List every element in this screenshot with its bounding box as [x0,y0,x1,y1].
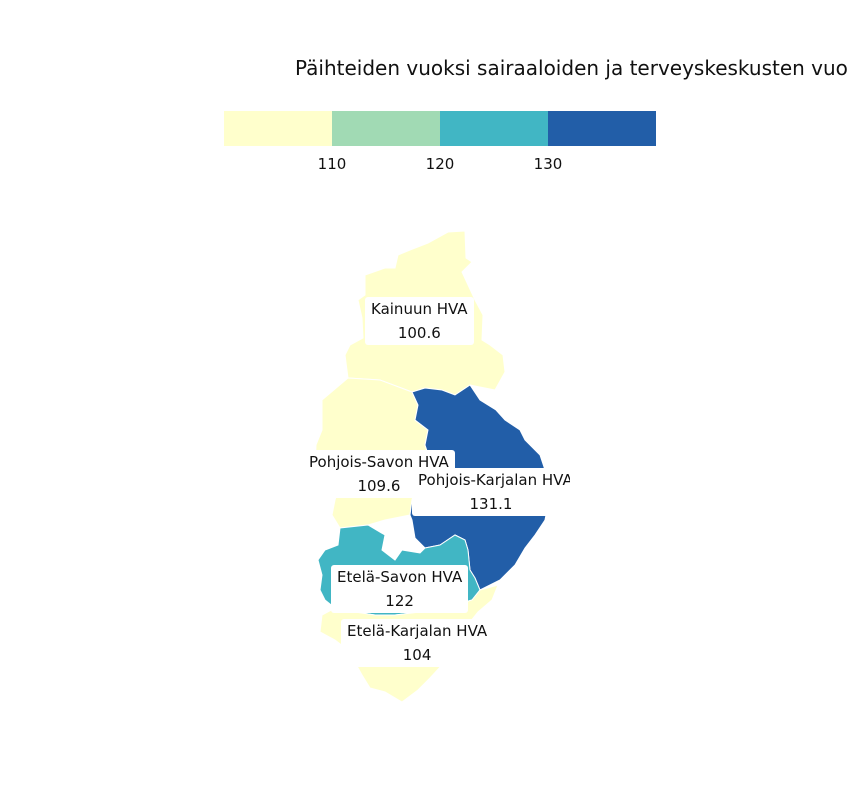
legend-tick-120: 120 [425,155,455,173]
region-label-kainuun: Kainuun HVA 100.6 [365,297,474,345]
region-name: Etelä-Savon HVA [337,568,463,586]
title-container: Päihteiden vuoksi sairaaloiden ja tervey… [0,0,864,100]
region-label-etela-savon: Etelä-Savon HVA 122 [331,565,469,613]
color-legend [224,111,656,146]
region-label-pohjois-savon: Pohjois-Savon HVA 109.6 [303,450,455,498]
region-value: 131.1 [469,495,513,513]
legend-tick-130: 130 [533,155,563,173]
region-label-pohjois-karjalan: Pohjois-Karjalan HVA 131.1 [412,468,570,516]
region-name: Pohjois-Karjalan HVA [418,471,570,489]
region-label-etela-karjalan: Etelä-Karjalan HVA 104 [341,619,494,667]
region-value: 109.6 [357,477,401,495]
region-name: Kainuun HVA [371,300,468,318]
region-name: Pohjois-Savon HVA [309,453,449,471]
legend-swatch-2 [332,111,440,146]
region-value: 100.6 [397,324,441,342]
map-title: Päihteiden vuoksi sairaaloiden ja tervey… [295,56,848,80]
region-name: Etelä-Karjalan HVA [347,622,488,640]
region-value: 104 [402,646,432,664]
legend-swatch-4 [548,111,656,146]
region-value: 122 [385,592,414,610]
legend-swatch-1 [224,111,332,146]
legend-swatch-3 [440,111,548,146]
legend-tick-110: 110 [317,155,347,173]
